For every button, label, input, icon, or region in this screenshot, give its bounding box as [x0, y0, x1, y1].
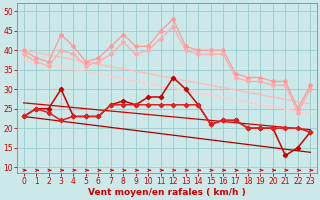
X-axis label: Vent moyen/en rafales ( km/h ): Vent moyen/en rafales ( km/h )	[88, 188, 246, 197]
